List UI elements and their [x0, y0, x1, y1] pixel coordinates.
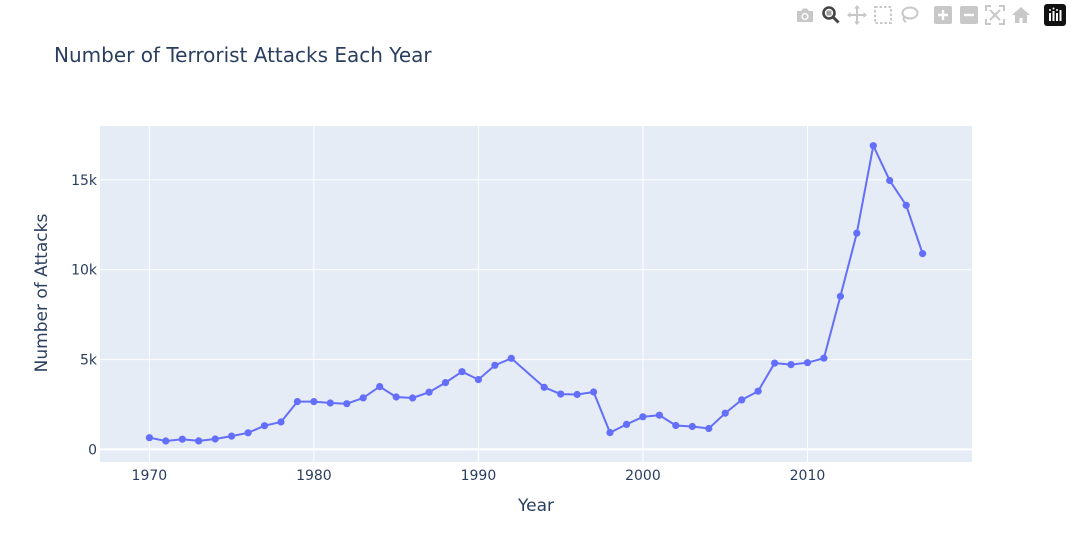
y-tick-label: 10k: [71, 263, 98, 279]
data-point[interactable]: [606, 429, 614, 437]
x-tick-labels: 1970 1980 1990 2000 2010: [132, 468, 826, 484]
data-point[interactable]: [919, 250, 927, 258]
lasso-select-icon[interactable]: [896, 4, 922, 26]
data-point[interactable]: [441, 379, 450, 387]
data-point[interactable]: [145, 434, 153, 442]
data-point[interactable]: [705, 424, 713, 433]
x-axis-title: Year: [517, 496, 554, 516]
series-markers: [145, 142, 927, 445]
x-tick-label: 1980: [296, 468, 332, 484]
data-point[interactable]: [886, 176, 894, 185]
data-point[interactable]: [162, 437, 170, 445]
data-point[interactable]: [260, 422, 269, 430]
y-tick-label: 15k: [71, 173, 98, 189]
y-tick-label: 5k: [80, 353, 98, 369]
box-select-icon[interactable]: [870, 4, 896, 26]
data-point[interactable]: [787, 361, 795, 369]
data-point[interactable]: [869, 142, 877, 150]
x-tick-label: 2000: [625, 468, 661, 484]
modebar: [792, 4, 1068, 26]
data-point[interactable]: [754, 387, 762, 395]
data-point[interactable]: [540, 383, 548, 391]
data-point[interactable]: [310, 398, 318, 406]
data-point[interactable]: [376, 383, 384, 391]
data-point[interactable]: [178, 435, 186, 443]
data-point[interactable]: [195, 437, 203, 445]
pan-icon[interactable]: [844, 4, 870, 26]
data-point[interactable]: [590, 388, 598, 396]
y-tick-labels: 0 5k 10k 15k: [71, 173, 98, 459]
zoom-out-icon[interactable]: [956, 4, 982, 26]
data-point[interactable]: [425, 388, 433, 396]
y-tick-label: 0: [88, 442, 97, 458]
reset-axes-icon[interactable]: [1008, 4, 1034, 26]
y-axis-title: Number of Attacks: [32, 214, 52, 373]
data-point[interactable]: [771, 359, 779, 367]
data-point[interactable]: [655, 411, 664, 419]
data-point[interactable]: [458, 368, 466, 376]
data-point[interactable]: [721, 409, 729, 417]
camera-icon[interactable]: [792, 4, 818, 26]
data-point[interactable]: [672, 421, 680, 430]
data-point[interactable]: [573, 390, 581, 399]
data-point[interactable]: [409, 394, 417, 402]
x-tick-label: 1990: [461, 468, 497, 484]
autoscale-icon[interactable]: [982, 4, 1008, 26]
data-point[interactable]: [392, 393, 400, 401]
data-point[interactable]: [557, 390, 565, 398]
data-point[interactable]: [211, 435, 219, 443]
data-point[interactable]: [491, 361, 499, 369]
x-tick-label: 2010: [790, 468, 826, 484]
data-point[interactable]: [738, 396, 746, 404]
data-point[interactable]: [853, 229, 861, 237]
zoom-in-icon[interactable]: [930, 4, 956, 26]
data-point[interactable]: [836, 292, 845, 300]
data-point[interactable]: [902, 201, 910, 209]
data-point[interactable]: [228, 432, 236, 440]
data-point[interactable]: [359, 394, 367, 402]
data-point[interactable]: [688, 422, 696, 431]
data-point[interactable]: [277, 418, 285, 426]
data-point[interactable]: [622, 420, 631, 428]
data-point[interactable]: [803, 359, 812, 367]
data-point[interactable]: [293, 398, 301, 406]
data-point[interactable]: [820, 354, 828, 362]
plot-area[interactable]: [100, 126, 972, 462]
data-point[interactable]: [639, 413, 647, 421]
plotly-logo-icon[interactable]: [1042, 4, 1068, 26]
zoom-icon[interactable]: [818, 4, 844, 26]
data-point[interactable]: [326, 399, 334, 407]
data-point[interactable]: [343, 400, 351, 408]
data-point[interactable]: [507, 354, 515, 362]
x-tick-label: 1970: [132, 468, 168, 484]
chart-title: Number of Terrorist Attacks Each Year: [54, 43, 432, 67]
data-point[interactable]: [244, 429, 252, 437]
data-point[interactable]: [474, 376, 482, 384]
x-gridlines: [148, 126, 808, 462]
